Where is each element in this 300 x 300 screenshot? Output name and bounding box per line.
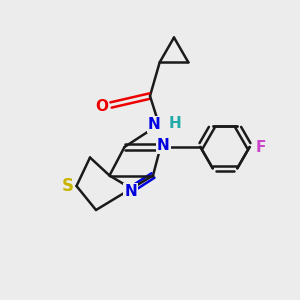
- Text: N: N: [157, 138, 170, 153]
- Text: H: H: [169, 116, 182, 130]
- Text: N: N: [124, 184, 137, 200]
- Text: S: S: [61, 177, 74, 195]
- Text: F: F: [256, 140, 266, 154]
- Text: N: N: [148, 117, 161, 132]
- Text: O: O: [95, 99, 108, 114]
